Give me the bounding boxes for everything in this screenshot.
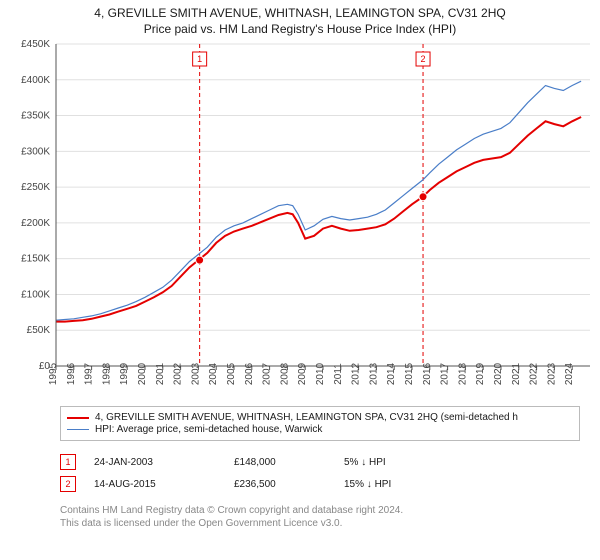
svg-text:1999: 1999	[119, 362, 130, 385]
svg-text:1997: 1997	[84, 362, 95, 385]
page-title: 4, GREVILLE SMITH AVENUE, WHITNASH, LEAM…	[0, 6, 600, 20]
svg-text:2005: 2005	[226, 362, 237, 385]
svg-text:2020: 2020	[493, 362, 504, 385]
svg-text:2007: 2007	[262, 362, 273, 385]
sales-row: 2 14-AUG-2015£236,50015% ↓ HPI	[60, 476, 580, 492]
svg-text:2000: 2000	[137, 362, 148, 385]
chart-svg: £0£50K£100K£150K£200K£250K£300K£350K£400…	[0, 36, 600, 396]
svg-text:2024: 2024	[564, 362, 575, 385]
svg-text:2021: 2021	[511, 362, 522, 385]
svg-text:£150K: £150K	[21, 254, 50, 265]
svg-text:2006: 2006	[244, 362, 255, 385]
svg-text:£350K: £350K	[21, 111, 50, 122]
svg-text:2011: 2011	[333, 363, 344, 385]
sale-price: £148,000	[234, 457, 344, 468]
svg-text:2014: 2014	[386, 362, 397, 385]
svg-text:1996: 1996	[66, 362, 77, 385]
legend-box: 4, GREVILLE SMITH AVENUE, WHITNASH, LEAM…	[60, 406, 580, 441]
svg-text:2019: 2019	[475, 362, 486, 385]
svg-text:£300K: £300K	[21, 146, 50, 157]
legend-swatch	[67, 429, 89, 430]
price-chart: £0£50K£100K£150K£200K£250K£300K£350K£400…	[0, 36, 600, 396]
svg-text:£400K: £400K	[21, 75, 50, 86]
svg-text:2023: 2023	[546, 362, 557, 385]
svg-text:2017: 2017	[440, 362, 451, 385]
footer-line-2: This data is licensed under the Open Gov…	[60, 517, 580, 530]
svg-text:2004: 2004	[208, 362, 219, 385]
svg-text:£450K: £450K	[21, 39, 50, 50]
svg-text:£50K: £50K	[27, 325, 51, 336]
svg-text:2001: 2001	[155, 362, 166, 385]
svg-text:2015: 2015	[404, 362, 415, 385]
sale-date: 24-JAN-2003	[94, 457, 234, 468]
footer-attrib: Contains HM Land Registry data © Crown c…	[60, 504, 580, 530]
svg-text:2018: 2018	[457, 362, 468, 385]
legend-item: 4, GREVILLE SMITH AVENUE, WHITNASH, LEAM…	[67, 412, 573, 423]
svg-text:2013: 2013	[368, 362, 379, 385]
svg-text:2016: 2016	[422, 362, 433, 385]
svg-text:2003: 2003	[190, 362, 201, 385]
svg-text:2010: 2010	[315, 362, 326, 385]
page-subtitle: Price paid vs. HM Land Registry's House …	[0, 22, 600, 36]
svg-text:£200K: £200K	[21, 218, 50, 229]
svg-text:£250K: £250K	[21, 182, 50, 193]
svg-text:2008: 2008	[279, 362, 290, 385]
legend-item: HPI: Average price, semi-detached house,…	[67, 424, 573, 435]
svg-text:2009: 2009	[297, 362, 308, 385]
svg-text:1995: 1995	[48, 362, 59, 385]
footer-line-1: Contains HM Land Registry data © Crown c…	[60, 504, 580, 517]
svg-text:2: 2	[421, 54, 426, 64]
sales-row: 1 24-JAN-2003£148,0005% ↓ HPI	[60, 454, 580, 470]
svg-text:£100K: £100K	[21, 289, 50, 300]
svg-text:2022: 2022	[529, 362, 540, 385]
legend-label: 4, GREVILLE SMITH AVENUE, WHITNASH, LEAM…	[95, 412, 518, 423]
sale-date: 14-AUG-2015	[94, 479, 234, 490]
sale-number-box: 1	[60, 454, 76, 470]
sale-price: £236,500	[234, 479, 344, 490]
legend-label: HPI: Average price, semi-detached house,…	[95, 424, 322, 435]
svg-text:2002: 2002	[173, 362, 184, 385]
sale-pct: 15% ↓ HPI	[344, 479, 454, 490]
sales-table: 1 24-JAN-2003£148,0005% ↓ HPI 2 14-AUG-2015…	[60, 448, 580, 498]
sale-pct: 5% ↓ HPI	[344, 457, 454, 468]
svg-text:2012: 2012	[351, 362, 362, 385]
sale-number-box: 2	[60, 476, 76, 492]
legend-swatch	[67, 417, 89, 419]
svg-text:1998: 1998	[101, 362, 112, 385]
svg-text:1: 1	[197, 54, 202, 64]
